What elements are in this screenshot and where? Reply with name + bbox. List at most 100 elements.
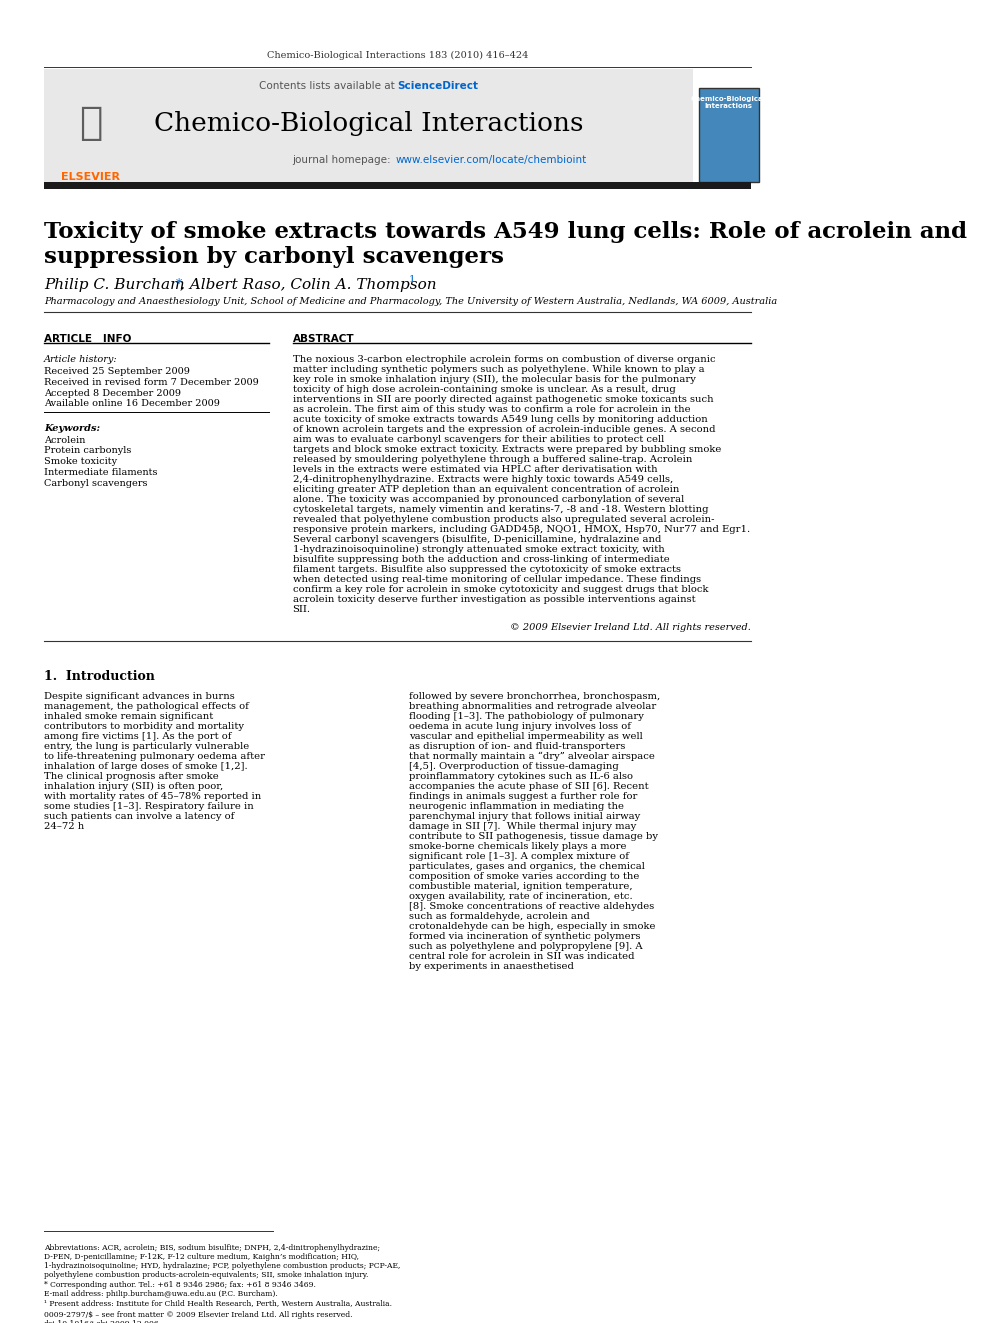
Text: Several carbonyl scavengers (bisulfite, D-penicillamine, hydralazine and: Several carbonyl scavengers (bisulfite, … [293,536,661,545]
Text: Chemico-Biological Interactions: Chemico-Biological Interactions [154,111,583,136]
Text: Philip C. Burcham: Philip C. Burcham [44,278,185,291]
Text: Chemico-Biological
Interactions: Chemico-Biological Interactions [691,97,766,110]
Text: composition of smoke varies according to the: composition of smoke varies according to… [409,872,639,881]
Text: ¹ Present address: Institute for Child Health Research, Perth, Western Australia: ¹ Present address: Institute for Child H… [44,1299,392,1307]
Text: such patients can involve a latency of: such patients can involve a latency of [44,812,234,822]
Text: inhaled smoke remain significant: inhaled smoke remain significant [44,712,213,721]
Text: damage in SII [7].  While thermal injury may: damage in SII [7]. While thermal injury … [409,822,636,831]
Text: Protein carbonyls: Protein carbonyls [44,446,132,455]
Text: The clinical prognosis after smoke: The clinical prognosis after smoke [44,771,219,781]
Text: findings in animals suggest a further role for: findings in animals suggest a further ro… [409,792,637,800]
Text: 1.  Introduction: 1. Introduction [44,671,155,683]
Text: * Corresponding author. Tel.: +61 8 9346 2986; fax: +61 8 9346 3469.: * Corresponding author. Tel.: +61 8 9346… [44,1282,316,1290]
Text: oxygen availability, rate of incineration, etc.: oxygen availability, rate of incineratio… [409,892,633,901]
Text: [8]. Smoke concentrations of reactive aldehydes: [8]. Smoke concentrations of reactive al… [409,902,654,912]
Text: The noxious 3-carbon electrophile acrolein forms on combustion of diverse organi: The noxious 3-carbon electrophile acrole… [293,355,715,364]
Text: [4,5]. Overproduction of tissue-damaging: [4,5]. Overproduction of tissue-damaging [409,762,619,771]
Text: cytoskeletal targets, namely vimentin and keratins-7, -8 and -18. Western blotti: cytoskeletal targets, namely vimentin an… [293,505,708,515]
Text: © 2009 Elsevier Ireland Ltd. All rights reserved.: © 2009 Elsevier Ireland Ltd. All rights … [510,623,751,632]
Text: aim was to evaluate carbonyl scavengers for their abilities to protect cell: aim was to evaluate carbonyl scavengers … [293,435,664,445]
Text: such as formaldehyde, acrolein and: such as formaldehyde, acrolein and [409,912,589,921]
Text: significant role [1–3]. A complex mixture of: significant role [1–3]. A complex mixtur… [409,852,629,861]
Text: Received 25 September 2009: Received 25 September 2009 [44,366,189,376]
Text: Toxicity of smoke extracts towards A549 lung cells: Role of acrolein and
suppres: Toxicity of smoke extracts towards A549 … [44,221,967,269]
Text: 🌳: 🌳 [79,103,102,142]
Text: polyethylene combustion products-acrolein-equivalents; SII, smoke inhalation inj: polyethylene combustion products-acrolei… [44,1270,368,1278]
Bar [44,181,751,189]
Text: inhalation of large doses of smoke [1,2].: inhalation of large doses of smoke [1,2]… [44,762,248,771]
Text: ELSEVIER: ELSEVIER [62,172,120,181]
Text: Chemico-Biological Interactions 183 (2010) 416–424: Chemico-Biological Interactions 183 (201… [267,52,529,60]
Text: 1: 1 [409,275,416,283]
Bar [44,69,693,181]
Text: SII.: SII. [293,606,310,614]
Text: Keywords:: Keywords: [44,423,100,433]
Text: that normally maintain a “dry” alveolar airspace: that normally maintain a “dry” alveolar … [409,751,655,761]
Text: Intermediate filaments: Intermediate filaments [44,468,158,478]
Text: 2,4-dinitrophenylhydrazine. Extracts were highly toxic towards A549 cells,: 2,4-dinitrophenylhydrazine. Extracts wer… [293,475,673,484]
Text: among fire victims [1]. As the port of: among fire victims [1]. As the port of [44,732,231,741]
Text: interventions in SII are poorly directed against pathogenetic smoke toxicants su: interventions in SII are poorly directed… [293,396,713,405]
Text: *: * [176,278,182,291]
Text: as acrolein. The first aim of this study was to confirm a role for acrolein in t: as acrolein. The first aim of this study… [293,405,690,414]
Text: journal homepage:: journal homepage: [293,155,395,165]
Text: when detected using real-time monitoring of cellular impedance. These findings: when detected using real-time monitoring… [293,576,700,585]
Text: to life-threatening pulmonary oedema after: to life-threatening pulmonary oedema aft… [44,751,265,761]
Text: Contents lists available at: Contents lists available at [259,82,398,91]
Text: Abbreviations: ACR, acrolein; BIS, sodium bisulfite; DNPH, 2,4-dinitrophenylhydr: Abbreviations: ACR, acrolein; BIS, sodiu… [44,1244,380,1252]
Text: alone. The toxicity was accompanied by pronounced carbonylation of several: alone. The toxicity was accompanied by p… [293,495,683,504]
Text: parenchymal injury that follows initial airway: parenchymal injury that follows initial … [409,812,640,822]
Text: followed by severe bronchorrhea, bronchospasm,: followed by severe bronchorrhea, broncho… [409,692,660,701]
Text: particulates, gases and organics, the chemical: particulates, gases and organics, the ch… [409,863,645,871]
Text: breathing abnormalities and retrograde alveolar: breathing abnormalities and retrograde a… [409,703,656,710]
Text: 0009-2797/$ – see front matter © 2009 Elsevier Ireland Ltd. All rights reserved.: 0009-2797/$ – see front matter © 2009 El… [44,1311,352,1319]
Text: crotonaldehyde can be high, especially in smoke: crotonaldehyde can be high, especially i… [409,922,656,931]
Text: Acrolein: Acrolein [44,435,85,445]
Text: 1-hydrazinoisoquinoline) strongly attenuated smoke extract toxicity, with: 1-hydrazinoisoquinoline) strongly attenu… [293,545,665,554]
Text: central role for acrolein in SII was indicated: central role for acrolein in SII was ind… [409,953,634,960]
Text: entry, the lung is particularly vulnerable: entry, the lung is particularly vulnerab… [44,742,249,751]
Text: revealed that polyethylene combustion products also upregulated several acrolein: revealed that polyethylene combustion pr… [293,515,714,524]
Text: acrolein toxicity deserve further investigation as possible interventions agains: acrolein toxicity deserve further invest… [293,595,695,605]
Text: Despite significant advances in burns: Despite significant advances in burns [44,692,235,701]
Text: combustible material, ignition temperature,: combustible material, ignition temperatu… [409,882,633,892]
Text: management, the pathological effects of: management, the pathological effects of [44,703,249,710]
Text: levels in the extracts were estimated via HPLC after derivatisation with: levels in the extracts were estimated vi… [293,466,658,474]
Text: ARTICLE   INFO: ARTICLE INFO [44,333,132,344]
Text: vascular and epithelial impermeability as well: vascular and epithelial impermeability a… [409,732,643,741]
Text: Smoke toxicity: Smoke toxicity [44,458,117,466]
Text: as disruption of ion- and fluid-transporters: as disruption of ion- and fluid-transpor… [409,742,625,751]
Text: eliciting greater ATP depletion than an equivalent concentration of acrolein: eliciting greater ATP depletion than an … [293,486,679,495]
Bar [699,89,759,181]
Text: Accepted 8 December 2009: Accepted 8 December 2009 [44,389,182,397]
Text: formed via incineration of synthetic polymers: formed via incineration of synthetic pol… [409,933,640,941]
Text: Received in revised form 7 December 2009: Received in revised form 7 December 2009 [44,378,259,386]
Text: toxicity of high dose acrolein-containing smoke is unclear. As a result, drug: toxicity of high dose acrolein-containin… [293,385,676,394]
Text: Article history:: Article history: [44,355,118,364]
Text: key role in smoke inhalation injury (SII), the molecular basis for the pulmonary: key role in smoke inhalation injury (SII… [293,376,695,384]
Text: filament targets. Bisulfite also suppressed the cytotoxicity of smoke extracts: filament targets. Bisulfite also suppres… [293,565,681,574]
Text: some studies [1–3]. Respiratory failure in: some studies [1–3]. Respiratory failure … [44,802,254,811]
Text: with mortality rates of 45–78% reported in: with mortality rates of 45–78% reported … [44,792,261,800]
Text: contribute to SII pathogenesis, tissue damage by: contribute to SII pathogenesis, tissue d… [409,832,658,841]
Text: , Albert Raso, Colin A. Thompson: , Albert Raso, Colin A. Thompson [180,278,436,291]
Text: by experiments in anaesthetised: by experiments in anaesthetised [409,962,573,971]
Text: Available online 16 December 2009: Available online 16 December 2009 [44,400,220,409]
Text: ABSTRACT: ABSTRACT [293,333,354,344]
Text: proinflammatory cytokines such as IL-6 also: proinflammatory cytokines such as IL-6 a… [409,771,633,781]
Text: contributors to morbidity and mortality: contributors to morbidity and mortality [44,722,244,730]
Text: Carbonyl scavengers: Carbonyl scavengers [44,479,148,488]
Text: doi:10.1016/j.cbi.2009.12.006: doi:10.1016/j.cbi.2009.12.006 [44,1319,160,1323]
Text: neurogenic inflammation in mediating the: neurogenic inflammation in mediating the [409,802,624,811]
Text: inhalation injury (SII) is often poor,: inhalation injury (SII) is often poor, [44,782,223,791]
Text: such as polyethylene and polypropylene [9]. A: such as polyethylene and polypropylene [… [409,942,643,951]
Text: smoke-borne chemicals likely plays a more: smoke-borne chemicals likely plays a mor… [409,841,626,851]
Text: responsive protein markers, including GADD45β, NQO1, HMOX, Hsp70, Nur77 and Egr1: responsive protein markers, including GA… [293,525,750,534]
Text: ScienceDirect: ScienceDirect [398,82,478,91]
Text: oedema in acute lung injury involves loss of: oedema in acute lung injury involves los… [409,722,631,730]
Text: released by smouldering polyethylene through a buffered saline-trap. Acrolein: released by smouldering polyethylene thr… [293,455,692,464]
Bar [44,69,136,181]
Text: acute toxicity of smoke extracts towards A549 lung cells by monitoring adduction: acute toxicity of smoke extracts towards… [293,415,707,425]
Text: flooding [1–3]. The pathobiology of pulmonary: flooding [1–3]. The pathobiology of pulm… [409,712,644,721]
Text: D-PEN, D-penicillamine; F-12K, F-12 culture medium, Kaighn’s modification; HIQ,: D-PEN, D-penicillamine; F-12K, F-12 cult… [44,1253,359,1261]
